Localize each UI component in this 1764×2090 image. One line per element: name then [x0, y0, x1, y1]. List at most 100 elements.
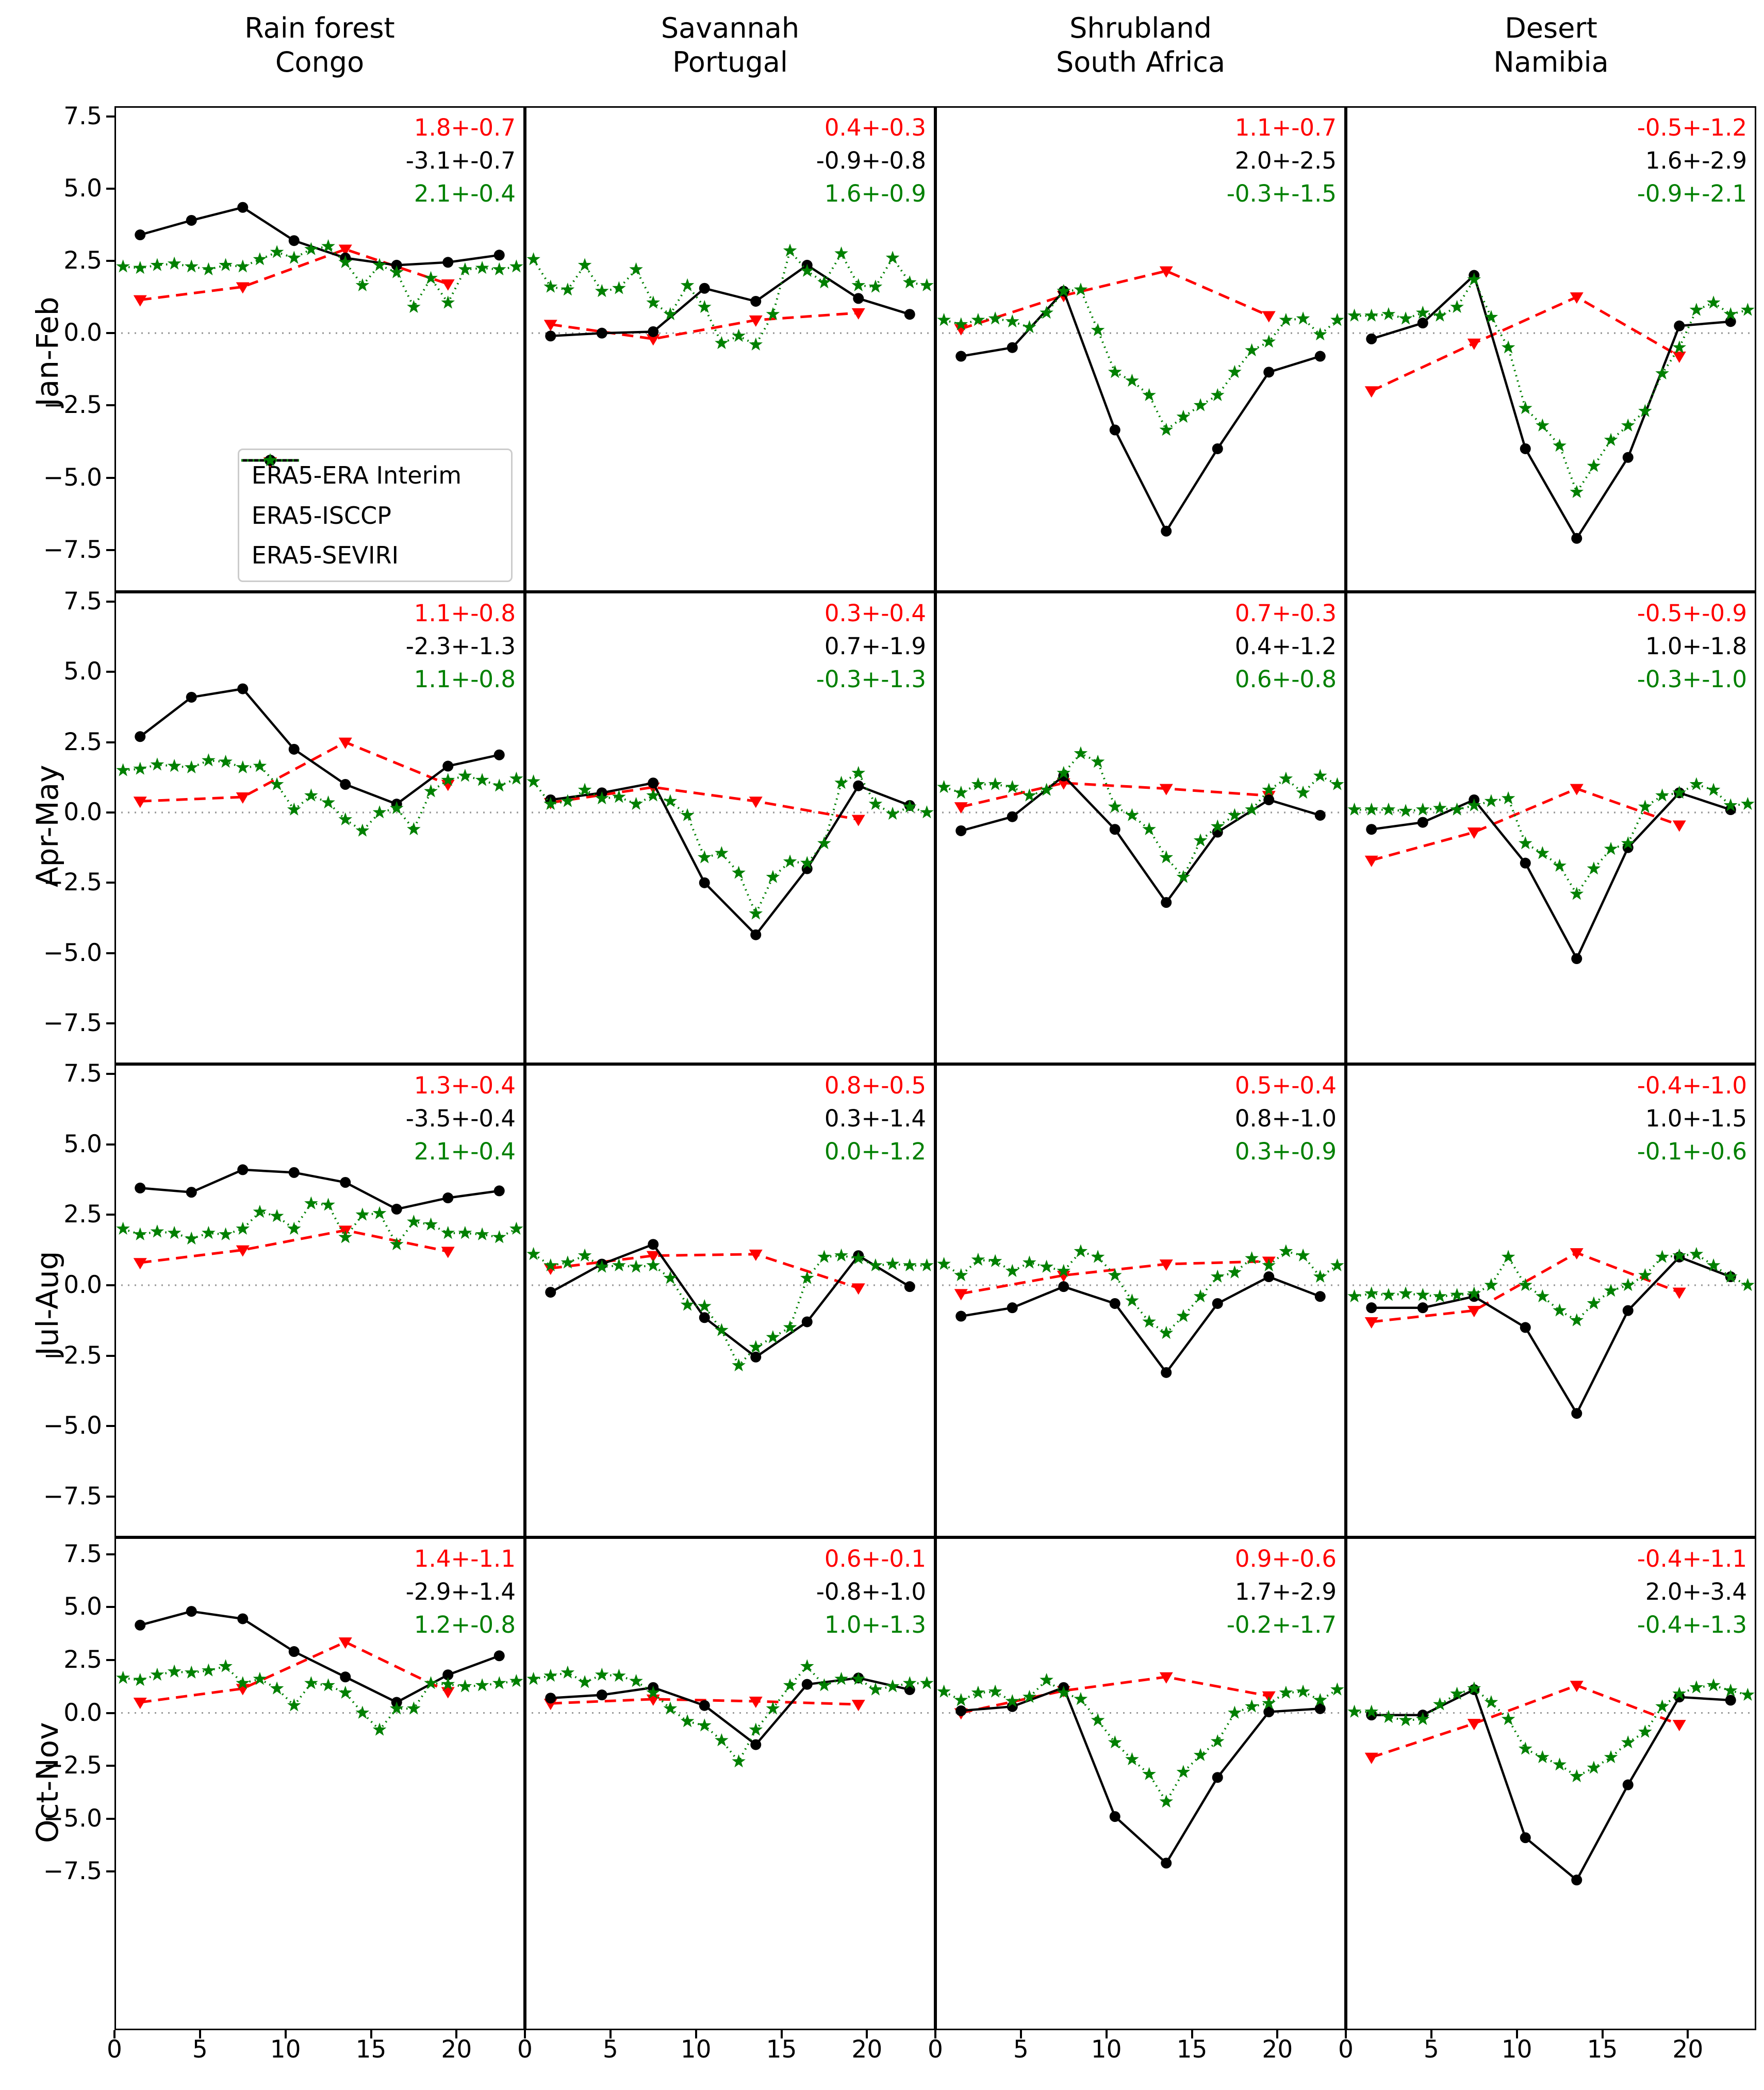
triangle-down-marker-icons: [954, 266, 1276, 336]
triangle-down-marker-icons: [543, 1249, 865, 1295]
chart-panel-apr-may-rain-forest-congo: 1.1+-0.8 -2.3+-1.3 1.1+-0.8: [114, 592, 525, 1064]
y-axis-tick-mark: [106, 1425, 114, 1428]
y-axis-tick-label: 2.5: [63, 727, 102, 756]
chart-panel-canvas: [935, 1064, 1346, 1537]
x-axis-tick-label: 15: [1176, 2035, 1208, 2064]
y-axis-tick-label: −2.5: [43, 391, 102, 420]
x-axis-tick-mark: [370, 2030, 372, 2038]
y-axis-tick-mark: [106, 1658, 114, 1661]
series-line-seviri: [943, 752, 1338, 880]
x-axis-tick-mark: [1105, 2030, 1108, 2038]
x-axis-tick-label: 15: [1587, 2035, 1618, 2064]
y-axis-tick-mark: [106, 1143, 114, 1146]
y-axis-tick-mark: [106, 476, 114, 479]
triangle-down-marker-icons: [1364, 292, 1686, 398]
series-line-era_interim: [140, 1640, 449, 1704]
star-marker-icons: [526, 243, 934, 351]
series-line-isccp: [1371, 791, 1732, 961]
chart-panel-canvas: [1346, 106, 1756, 592]
chart-panel-canvas: [1346, 592, 1756, 1064]
triangle-down-marker-icons: [133, 1225, 455, 1270]
triangle-down-marker-icons: [543, 782, 865, 826]
series-line-isccp: [140, 1168, 500, 1210]
y-axis-tick-label: −5.0: [43, 463, 102, 492]
y-axis-tick-label: 5.0: [63, 1593, 102, 1621]
annotation-seviri: 0.3+-0.9: [1234, 1138, 1337, 1165]
series-line-era_interim: [1371, 1251, 1680, 1323]
series-line-era_interim: [1371, 295, 1680, 392]
series-line-isccp: [550, 1242, 911, 1359]
series-line-seviri: [123, 1665, 517, 1732]
column-title-line: Savannah: [661, 12, 800, 44]
y-axis-tick-mark: [106, 1553, 114, 1555]
legend-item: ERA5-ISCCP: [241, 455, 499, 529]
annotation-seviri: -0.3+-1.5: [1226, 180, 1337, 207]
x-axis-tick-label: 0: [517, 2035, 533, 2064]
star-marker-icons: [1347, 1678, 1755, 1782]
y-axis-tick-label: 0.0: [63, 319, 102, 347]
legend-item-label: ERA5-SEVIRI: [251, 541, 399, 570]
y-axis-tick-label: 5.0: [63, 174, 102, 203]
circle-marker-icons: [1366, 1251, 1736, 1419]
column-title-line: South Africa: [1056, 46, 1226, 78]
y-axis-tick-label: −2.5: [43, 1751, 102, 1780]
chart-panel-jan-feb-savannah-portugal: 0.4+-0.3 -0.9+-0.8 1.6+-0.9: [525, 106, 935, 592]
star-marker-icons: [1347, 1247, 1755, 1326]
chart-panel-canvas: [114, 592, 525, 1064]
series-line-isccp: [139, 687, 500, 806]
y-axis-tick-label: 5.0: [63, 1130, 102, 1158]
annotation-seviri: -0.2+-1.7: [1226, 1611, 1337, 1638]
x-axis-tick-label: 10: [1091, 2035, 1122, 2064]
annotation-seviri: 1.6+-0.9: [824, 180, 926, 207]
series-line-seviri: [1354, 277, 1748, 495]
annotation-era_interim: 0.5+-0.4: [1234, 1072, 1337, 1099]
chart-panel-oct-nov-savannah-portugal: 0.6+-0.1 -0.8+-1.0 1.0+-1.3: [525, 1537, 935, 2030]
annotation-era_interim: 1.1+-0.8: [414, 600, 516, 627]
series-line-isccp: [1371, 1255, 1732, 1416]
star-marker-icons: [1347, 272, 1755, 498]
x-axis-tick-mark: [1601, 2030, 1604, 2038]
annotation-isccp: -2.3+-1.3: [405, 633, 516, 660]
panel-border: [1346, 1537, 1756, 2030]
annotation-era_interim: 1.4+-1.1: [414, 1545, 516, 1572]
circle-marker-icons: [135, 1164, 505, 1215]
annotation-isccp: 0.8+-1.0: [1234, 1105, 1337, 1132]
y-axis-tick-label: 5.0: [63, 657, 102, 686]
y-axis-tick-mark: [106, 1073, 114, 1075]
series-line-era_interim: [550, 311, 859, 340]
y-axis-tick-label: 7.5: [63, 102, 102, 130]
y-axis-tick-mark: [106, 601, 114, 603]
annotation-seviri: 1.2+-0.8: [414, 1611, 516, 1638]
x-axis-tick-mark: [1191, 2030, 1193, 2038]
x-axis-tick-label: 20: [441, 2035, 472, 2064]
annotation-isccp: -2.9+-1.4: [405, 1578, 516, 1605]
chart-panel-canvas: [1346, 1537, 1756, 2030]
circle-marker-icons: [545, 1672, 915, 1750]
y-axis-tick-label: −5.0: [43, 938, 102, 967]
y-axis-tick-label: −2.5: [43, 1341, 102, 1370]
y-axis-tick-mark: [106, 811, 114, 814]
series-line-isccp: [1371, 273, 1731, 541]
annotation-isccp: 1.0+-1.8: [1645, 633, 1747, 660]
x-axis-tick-mark: [695, 2030, 697, 2038]
y-axis-tick-mark: [106, 1022, 114, 1024]
star-legend-sample-icon: [241, 453, 299, 467]
chart-panel-canvas: [935, 592, 1346, 1064]
star-marker-icons: [116, 239, 523, 313]
y-axis-tick-mark: [106, 1870, 114, 1873]
star-marker-icons: [937, 1244, 1344, 1339]
annotation-era_interim: -0.5+-0.9: [1637, 600, 1747, 627]
annotation-era_interim: 1.3+-0.4: [414, 1072, 516, 1099]
chart-panel-canvas: [114, 106, 525, 592]
annotation-era_interim: 0.6+-0.1: [824, 1545, 926, 1572]
star-marker-icons: [937, 746, 1344, 883]
y-axis-tick-label: 7.5: [63, 1059, 102, 1088]
x-axis-tick-label: 5: [1423, 2035, 1439, 2064]
series-line-era_interim: [550, 786, 859, 821]
y-axis-tick-mark: [106, 1606, 114, 1608]
x-axis-tick-label: 10: [680, 2035, 712, 2064]
column-title-line: Congo: [275, 46, 365, 78]
legend-item-label: ERA5-ISCCP: [251, 501, 392, 529]
chart-panel-canvas: [114, 1064, 525, 1537]
star-marker-icons: [116, 753, 523, 837]
